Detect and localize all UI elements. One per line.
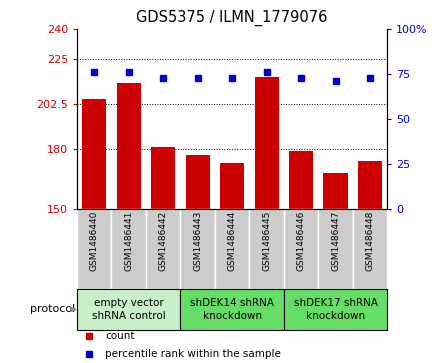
Bar <box>146 209 180 289</box>
Bar <box>220 163 244 209</box>
Bar <box>318 209 353 289</box>
Text: shDEK17 shRNA
knockdown: shDEK17 shRNA knockdown <box>293 298 378 321</box>
Bar <box>284 209 318 289</box>
Text: GSM1486445: GSM1486445 <box>262 211 271 272</box>
Text: percentile rank within the sample: percentile rank within the sample <box>105 349 281 359</box>
Bar <box>289 151 313 209</box>
Text: protocol: protocol <box>30 305 75 314</box>
Bar <box>254 77 279 209</box>
Bar <box>77 289 180 330</box>
Bar <box>111 209 146 289</box>
Bar <box>249 209 284 289</box>
Title: GDS5375 / ILMN_1779076: GDS5375 / ILMN_1779076 <box>136 10 328 26</box>
Bar <box>358 161 382 209</box>
Text: GSM1486443: GSM1486443 <box>193 211 202 272</box>
Text: shDEK14 shRNA
knockdown: shDEK14 shRNA knockdown <box>190 298 274 321</box>
Text: GSM1486440: GSM1486440 <box>90 211 99 272</box>
Bar <box>180 209 215 289</box>
Bar <box>215 209 249 289</box>
Text: count: count <box>105 331 134 341</box>
Bar <box>353 209 387 289</box>
Text: GSM1486446: GSM1486446 <box>297 211 305 272</box>
Bar <box>323 173 348 209</box>
Text: GSM1486441: GSM1486441 <box>124 211 133 272</box>
Bar <box>117 83 141 209</box>
Bar <box>186 155 210 209</box>
Bar <box>82 99 106 209</box>
Text: GSM1486447: GSM1486447 <box>331 211 340 272</box>
Text: GSM1486448: GSM1486448 <box>366 211 374 272</box>
Text: GSM1486442: GSM1486442 <box>159 211 168 272</box>
Text: GSM1486444: GSM1486444 <box>227 211 237 272</box>
Bar <box>180 289 284 330</box>
Bar <box>151 147 175 209</box>
Bar <box>284 289 387 330</box>
Bar <box>77 209 111 289</box>
Text: empty vector
shRNA control: empty vector shRNA control <box>92 298 165 321</box>
